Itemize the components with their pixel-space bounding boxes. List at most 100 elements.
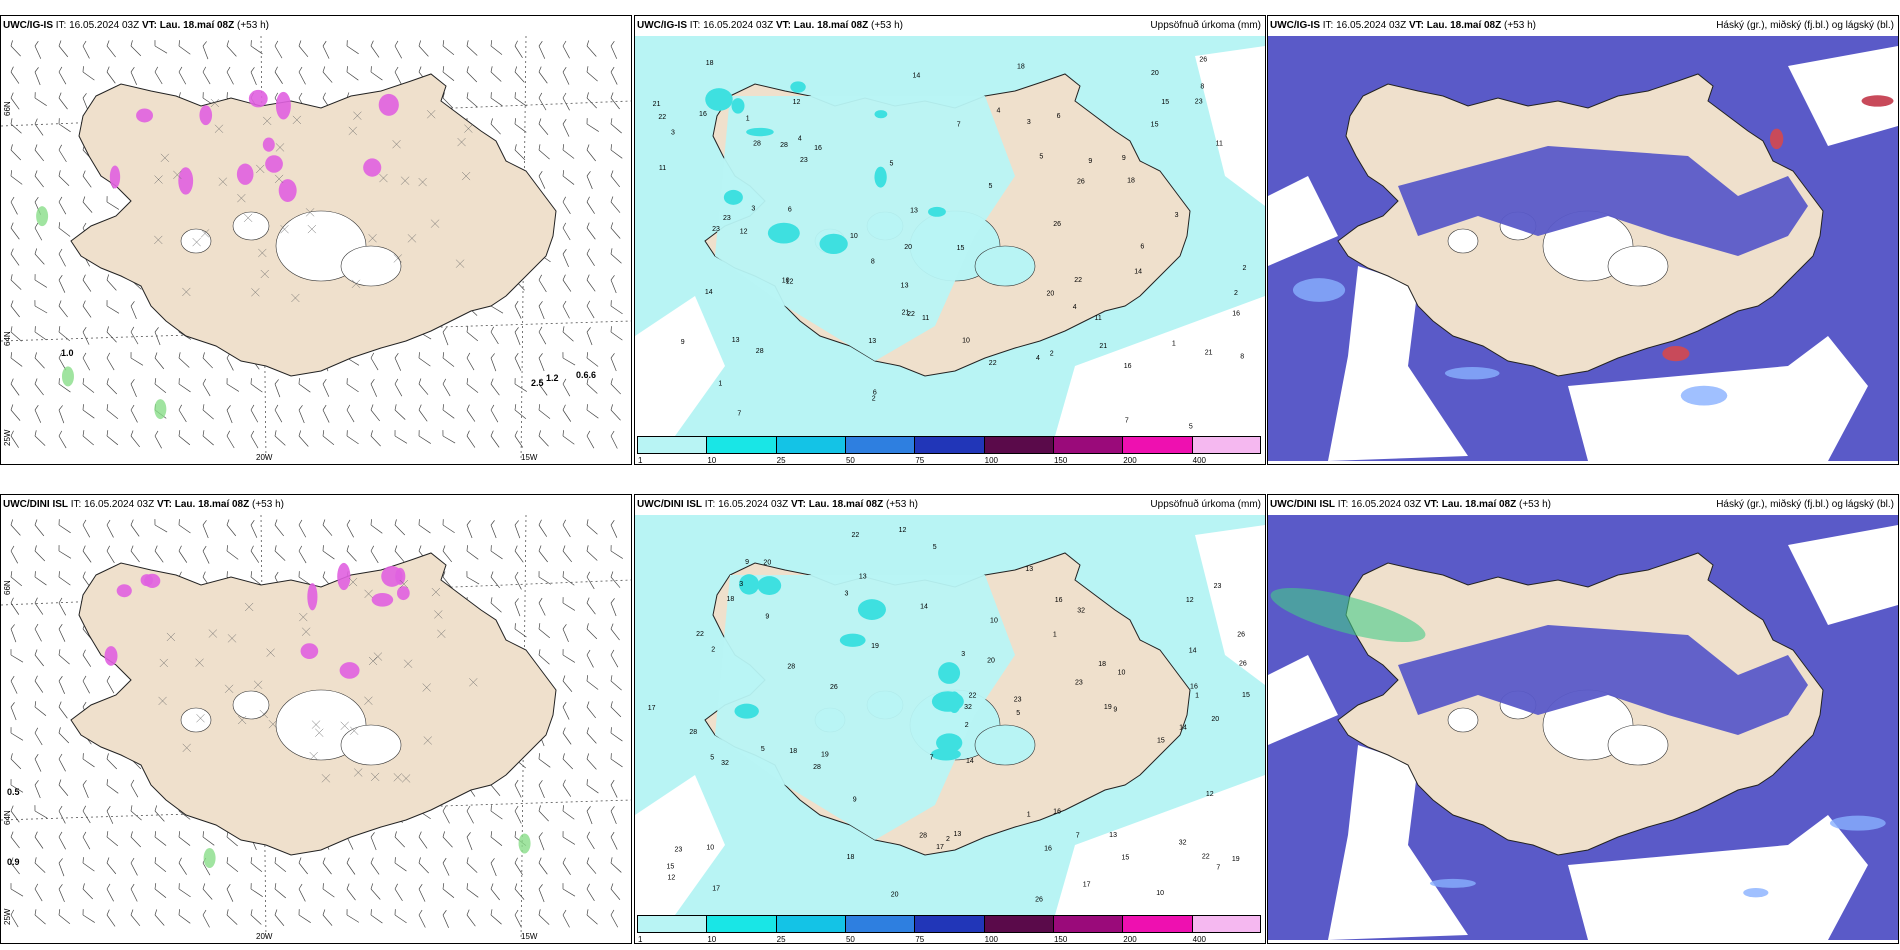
lead-time: (+53 h)	[1516, 499, 1551, 510]
valid-time: Lau. 18.maí 08Z	[793, 20, 869, 31]
precip-value: 16	[1055, 597, 1063, 604]
precip-value: 26	[1035, 897, 1043, 904]
precip-value: 7	[957, 122, 961, 129]
precip-value: 3	[1175, 212, 1179, 219]
colorbar-tick: 200	[1123, 456, 1137, 465]
init-time: 16.05.2024 03Z	[718, 499, 791, 510]
model-name: UWC/IG-IS	[3, 20, 53, 31]
init-time: 16.05.2024 03Z	[703, 20, 776, 31]
map-canvas	[1268, 36, 1898, 461]
precip-value: 32	[1179, 839, 1187, 846]
map-panel-3: UWC/IG-IS IT: 16.05.2024 03Z VT: Lau. 18…	[1267, 15, 1899, 465]
wind-value: 0.5	[7, 787, 20, 797]
lat-label: 66N	[3, 101, 12, 116]
it-label: IT:	[704, 499, 719, 510]
precip-value: 4	[1073, 304, 1077, 311]
precip-value: 26	[1199, 56, 1207, 63]
valid-time: Lau. 18.maí 08Z	[1441, 499, 1517, 510]
precip-value: 8	[1240, 354, 1244, 361]
precip-value: 9	[765, 613, 769, 620]
lon-label: 20W	[256, 932, 273, 941]
wind-value: 0.9	[7, 857, 20, 867]
precip-value: 13	[859, 574, 867, 581]
precip-value: 20	[891, 891, 899, 898]
precip-value: 32	[964, 704, 972, 711]
precip-value: 9	[745, 559, 749, 566]
precip-value: 20	[1211, 716, 1219, 723]
colorbar-tick: 25	[776, 935, 786, 944]
colorbar-tick: 150	[1053, 456, 1068, 465]
lon-label: 15W	[521, 932, 538, 941]
colorbar-tick: 75	[915, 456, 925, 465]
panel-title: UWC/DINI ISL IT: 16.05.2024 03Z VT: Lau.…	[637, 499, 918, 510]
precip-value: 4	[798, 136, 802, 143]
precip-value: 28	[919, 833, 927, 840]
precip-value: 23	[1214, 583, 1222, 590]
precip-value: 5	[890, 161, 894, 168]
precip-value: 7	[737, 411, 741, 418]
precip-value: 18	[727, 596, 735, 603]
colorbar-segment: 400	[1191, 436, 1261, 464]
precip-value: 18	[1127, 178, 1135, 185]
colorbar-segment: 1	[637, 436, 707, 464]
precip-value: 26	[1237, 632, 1245, 639]
colorbar-segment: 200	[1122, 436, 1192, 464]
precip-value: 20	[987, 658, 995, 665]
model-name: UWC/DINI ISL	[637, 499, 702, 510]
precip-value: 2	[1243, 265, 1247, 272]
colorbar-tick: 100	[984, 456, 998, 465]
precip-value: 22	[1074, 277, 1082, 284]
precip-value: 2	[965, 722, 969, 729]
precip-value: 16	[1232, 310, 1240, 317]
precip-value: 14	[912, 73, 920, 80]
precip-value: 10	[1118, 670, 1126, 677]
precip-value: 6	[788, 206, 792, 213]
colorbar-segment: 75	[914, 436, 984, 464]
precip-value: 26	[1239, 660, 1247, 667]
precip-value: 3	[671, 129, 675, 136]
precip-value: 5	[989, 183, 993, 190]
field-title: Háský (gr.), miðský (fj.bl.) og lágský (…	[1716, 20, 1894, 31]
precip-value: 5	[1189, 424, 1193, 431]
colorbar-segment: 400	[1191, 915, 1261, 943]
precip-value: 4	[996, 108, 1000, 115]
precip-value: 22	[969, 692, 977, 699]
colorbar-tick: 75	[915, 935, 925, 944]
precip-value: 5	[933, 544, 937, 551]
map-canvas: 5322619201713161823281522141210973215322…	[635, 515, 1265, 915]
colorbar-segment: 100	[983, 915, 1053, 943]
precip-value: 16	[699, 111, 707, 118]
precip-value: 13	[868, 338, 876, 345]
precip-value: 26	[1053, 221, 1061, 228]
map-panel-5: UWC/DINI ISL IT: 16.05.2024 03Z VT: Lau.…	[634, 494, 1266, 944]
precip-value: 18	[847, 854, 855, 861]
lat-label: 64N	[3, 331, 12, 346]
precip-value: 15	[1122, 855, 1130, 862]
precip-value: 2	[1234, 290, 1238, 297]
valid-time: Lau. 18.maí 08Z	[808, 499, 884, 510]
precip-colorbar: 1 10 25 50 75 100 150 200 400	[637, 436, 1261, 465]
colorbar-tick: 150	[1053, 935, 1068, 944]
precip-value: 6	[1140, 244, 1144, 251]
precip-value: 15	[1242, 692, 1250, 699]
precip-value: 3	[739, 581, 743, 588]
precip-value: 23	[1075, 679, 1083, 686]
precip-value: 18	[706, 60, 714, 67]
precip-value: 16	[1124, 363, 1132, 370]
precip-value: 13	[953, 831, 961, 838]
init-time: 16.05.2024 03Z	[84, 499, 157, 510]
colorbar-tick: 400	[1192, 935, 1206, 944]
precip-value: 21	[1099, 343, 1107, 350]
precip-value: 10	[850, 233, 858, 240]
colorbar-segment: 1	[637, 915, 707, 943]
precip-value: 15	[1157, 737, 1165, 744]
precip-value: 10	[1156, 890, 1164, 897]
precip-value: 20	[763, 559, 771, 566]
precip-value: 18	[789, 748, 797, 755]
precip-colorbar: 1 10 25 50 75 100 150 200 400	[637, 915, 1261, 944]
init-time: 16.05.2024 03Z	[69, 20, 142, 31]
precip-value: 26	[830, 684, 838, 691]
lead-time: (+53 h)	[249, 499, 284, 510]
colorbar-tick: 400	[1192, 456, 1206, 465]
colorbar-tick: 100	[984, 935, 998, 944]
